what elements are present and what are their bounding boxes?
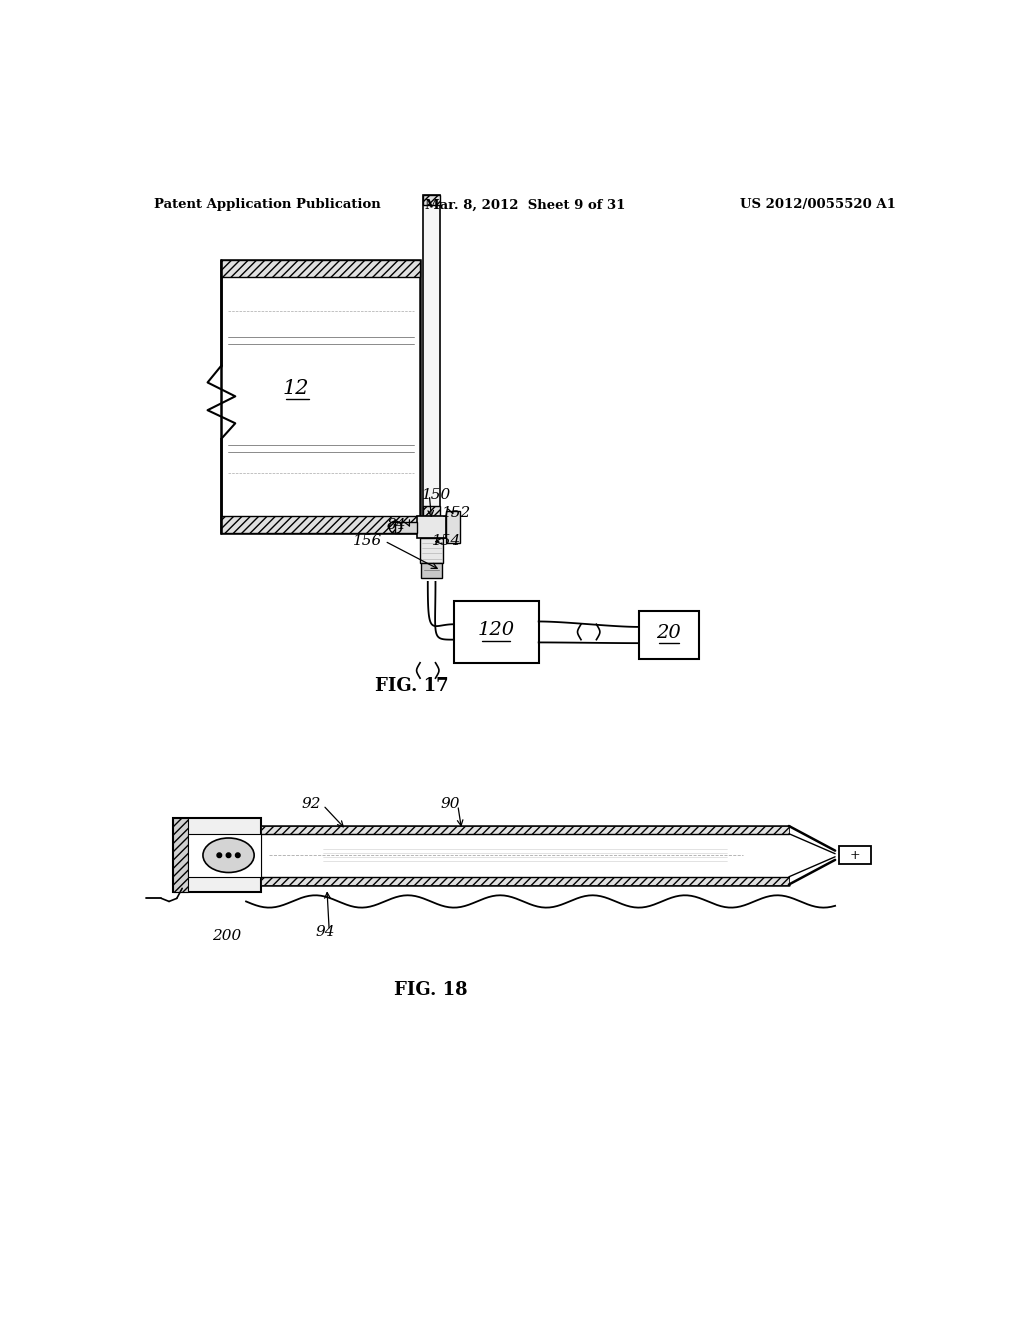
Bar bbox=[261, 876, 788, 886]
Text: 200: 200 bbox=[212, 929, 242, 942]
Bar bbox=[420, 539, 443, 562]
Bar bbox=[188, 834, 261, 876]
Circle shape bbox=[226, 853, 230, 858]
Text: 90: 90 bbox=[440, 797, 460, 810]
Text: 120: 120 bbox=[478, 620, 515, 639]
Text: 92: 92 bbox=[302, 797, 322, 810]
Text: FIG. 17: FIG. 17 bbox=[375, 677, 449, 694]
Bar bbox=[423, 506, 440, 516]
Text: Patent Application Publication: Patent Application Publication bbox=[154, 198, 380, 211]
Bar bbox=[417, 516, 446, 539]
Circle shape bbox=[217, 853, 221, 858]
Text: 84: 84 bbox=[386, 517, 406, 532]
Text: 154: 154 bbox=[432, 535, 461, 548]
Circle shape bbox=[236, 853, 240, 858]
Bar bbox=[639, 611, 698, 659]
Text: 150: 150 bbox=[422, 488, 452, 502]
Bar bbox=[261, 826, 788, 834]
Bar bbox=[221, 260, 420, 533]
Bar bbox=[839, 846, 871, 865]
Bar bbox=[454, 601, 539, 663]
Text: 94: 94 bbox=[315, 925, 335, 940]
Text: 12: 12 bbox=[283, 379, 309, 399]
Bar bbox=[421, 562, 442, 578]
Bar bbox=[221, 516, 420, 533]
Text: FIG. 18: FIG. 18 bbox=[394, 981, 468, 999]
Text: 156: 156 bbox=[353, 535, 382, 548]
Bar bbox=[446, 511, 460, 544]
Bar bbox=[221, 260, 420, 277]
Ellipse shape bbox=[203, 838, 254, 873]
Bar bbox=[173, 818, 188, 892]
Text: +: + bbox=[850, 849, 860, 862]
Bar bbox=[423, 194, 440, 516]
Text: Mar. 8, 2012  Sheet 9 of 31: Mar. 8, 2012 Sheet 9 of 31 bbox=[425, 198, 625, 211]
Text: 20: 20 bbox=[656, 624, 681, 643]
Text: US 2012/0055520 A1: US 2012/0055520 A1 bbox=[740, 198, 896, 211]
Text: 152: 152 bbox=[442, 506, 472, 520]
Bar bbox=[395, 521, 417, 533]
Bar bbox=[423, 194, 440, 206]
Bar bbox=[173, 818, 261, 892]
